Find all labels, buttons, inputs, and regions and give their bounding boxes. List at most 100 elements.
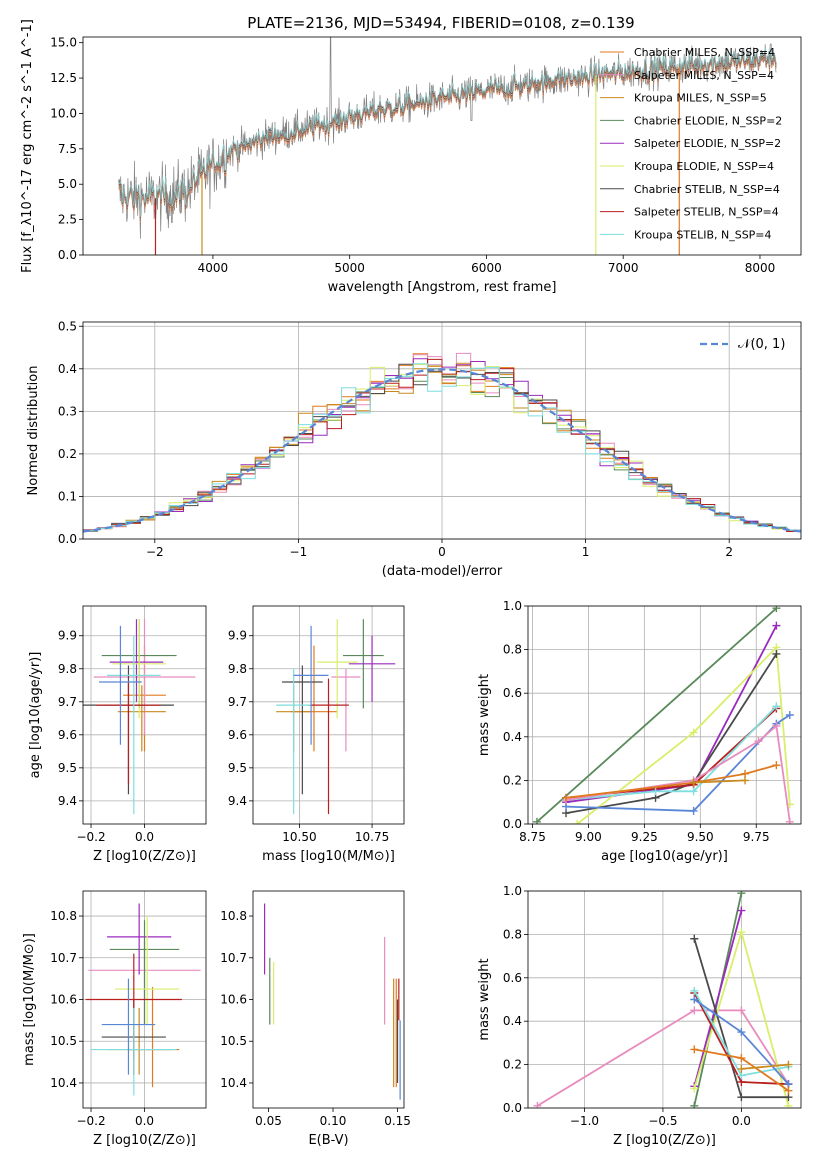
y-tick-label: 10.5 xyxy=(50,1034,77,1048)
axes-frame-rect xyxy=(252,890,405,1109)
y-tick-label: 9.6 xyxy=(228,728,247,742)
x-tick-label: 7000 xyxy=(608,261,639,275)
y-tick-label: 9.8 xyxy=(228,662,247,676)
y-tick-label: 0.0 xyxy=(58,248,77,262)
plot-area xyxy=(533,891,793,1108)
axes-frame: 10.50 10.75 9.4 9.5 9.6 9.7 9.8 9.9 mass [log10(… xyxy=(228,605,405,864)
x-tick-label: 0 xyxy=(438,545,446,559)
plot-area xyxy=(83,352,801,539)
y-axis-label: mass [log10(M/M⊙)] xyxy=(22,933,37,1066)
x-tick-label: 8.75 xyxy=(519,830,546,844)
weight-point-marker xyxy=(689,806,698,815)
axes-frame: 8.75 9.00 9.25 9.50 9.75 0.0 0.2 0.4 0.6 0.8 1.0 ag… xyxy=(477,599,802,864)
y-tick-label: 0.3 xyxy=(58,404,77,418)
x-axis-label: wavelength [Angstrom, rest frame] xyxy=(328,280,557,295)
weight-point-marker xyxy=(772,721,781,730)
age-vs-metallicity-panel: −0.2 0.0 9.4 9.5 9.6 9.7 9.8 9.9 Z [log10(Z/Z⊙)]… xyxy=(28,605,207,864)
weight-point-marker xyxy=(689,728,698,737)
x-tick-label: 5000 xyxy=(334,261,365,275)
weight-point-marker xyxy=(741,776,750,785)
y-tick-label: 10.7 xyxy=(50,951,77,965)
axes-frame-rect xyxy=(252,605,405,825)
x-tick-label: 4000 xyxy=(198,261,229,275)
x-tick-label: 9.25 xyxy=(631,830,658,844)
axes-frame: 0.05 0.10 0.15 10.4 10.5 10.6 10.7 10.8 E(B-V) xyxy=(220,890,411,1148)
x-tick-label: 0.0 xyxy=(135,1114,154,1128)
axes-frame-rect xyxy=(527,890,802,1109)
weight-series-kroupa_miles xyxy=(741,1063,789,1070)
weight-point-marker xyxy=(562,793,571,802)
weight-point-marker xyxy=(737,1064,746,1073)
y-tick-label: 0.0 xyxy=(58,532,77,546)
plot-area xyxy=(118,37,777,255)
normal-pdf-curve xyxy=(83,368,801,533)
x-axis-label: Z [log10(Z/Z⊙)] xyxy=(613,1133,716,1148)
x-axis-label: age [log10(age/yr)] xyxy=(601,849,728,864)
legend-label: Kroupa STELIB, N_SSP=4 xyxy=(634,228,772,241)
y-tick-label: 0.6 xyxy=(503,971,522,985)
y-tick-label: 9.4 xyxy=(58,794,77,808)
y-tick-label: 10.4 xyxy=(50,1076,77,1090)
y-tick-label: 7.5 xyxy=(58,142,77,156)
x-tick-label: 10.50 xyxy=(282,830,316,844)
weight-point-marker xyxy=(690,986,699,995)
plot-area xyxy=(276,619,396,815)
y-axis-label: mass weight xyxy=(477,958,492,1040)
axes-frame: −0.2 0.0 9.4 9.5 9.6 9.7 9.8 9.9 Z [log10(Z/Z⊙)]… xyxy=(28,605,207,864)
weight-point-marker xyxy=(737,1006,746,1015)
weight-point-marker xyxy=(784,1060,793,1069)
y-tick-label: 15.0 xyxy=(50,36,77,50)
legend-label: Salpeter ELODIE, N_SSP=2 xyxy=(634,137,781,150)
weight-point-marker xyxy=(737,1028,746,1037)
x-axis-label: Z [log10(Z/Z⊙)] xyxy=(93,1133,196,1148)
x-tick-label: 0.15 xyxy=(384,1114,411,1128)
y-tick-label: 0.6 xyxy=(503,686,522,700)
y-axis-label: Flux [f_λ10^-17 erg cm^-2 s^-1 A^-1] xyxy=(20,19,35,273)
weight-point-marker xyxy=(532,817,541,824)
y-tick-label: 0.2 xyxy=(503,773,522,787)
y-tick-label: 9.4 xyxy=(228,794,247,808)
legend-label: Salpeter MILES, N_SSP=4 xyxy=(634,69,774,82)
weight-series-chabrier_miles xyxy=(565,764,777,799)
weight-point-marker xyxy=(754,737,763,746)
legend-label: Chabrier MILES, N_SSP=4 xyxy=(634,46,775,59)
legend-label: Chabrier STELIB, N_SSP=4 xyxy=(634,183,780,196)
y-tick-label: 0.0 xyxy=(503,1101,522,1115)
x-tick-label: 0.0 xyxy=(135,830,154,844)
weight-series-salpeter_elodie xyxy=(693,910,743,1087)
x-axis-label: (data-model)/error xyxy=(382,564,503,579)
weight-point-marker xyxy=(772,761,781,770)
y-tick-label: 10.8 xyxy=(220,909,247,923)
weight-point-marker xyxy=(785,711,794,719)
x-tick-label: −0.5 xyxy=(648,1114,677,1128)
weight-point-marker xyxy=(689,778,698,787)
plot-area xyxy=(83,619,196,815)
y-axis-label: mass weight xyxy=(477,674,492,756)
y-axis-label: age [log10(age/yr)] xyxy=(28,652,43,779)
x-tick-label: 0.05 xyxy=(255,1114,282,1128)
y-tick-label: 2.5 xyxy=(58,213,77,227)
weight-series-kroupa_miles xyxy=(693,779,746,784)
x-tick-label: −1 xyxy=(290,545,308,559)
y-tick-label: 0.0 xyxy=(503,817,522,831)
y-tick-label: 0.2 xyxy=(58,447,77,461)
axes-frame: −0.2 0.0 10.4 10.5 10.6 10.7 10.8 Z [log10(Z/Z⊙… xyxy=(22,890,207,1148)
weight-series-chabrier_stelib xyxy=(565,653,778,814)
x-tick-label: 9.50 xyxy=(687,830,714,844)
y-tick-label: 0.4 xyxy=(503,730,522,744)
y-tick-label: 1.0 xyxy=(503,884,522,898)
mass-vs-ebv-panel: 0.05 0.10 0.15 10.4 10.5 10.6 10.7 10.8 E(B-V) xyxy=(220,890,411,1148)
y-tick-label: 9.5 xyxy=(58,761,77,775)
y-tick-label: 0.8 xyxy=(503,643,522,657)
weight-vs-age-panel: 8.75 9.00 9.25 9.50 9.75 0.0 0.2 0.4 0.6 0.8 1.0 ag… xyxy=(477,599,802,864)
y-tick-label: 0.4 xyxy=(58,362,77,376)
weight-point-marker xyxy=(689,787,698,796)
weight-point-marker xyxy=(737,906,746,915)
y-tick-label: 12.5 xyxy=(50,71,77,85)
figure-title: PLATE=2136, MJD=53494, FIBERID=0108, z=0… xyxy=(247,14,634,32)
legend-label: Chabrier ELODIE, N_SSP=2 xyxy=(634,114,782,127)
model-spectrum-kroupa_stelib xyxy=(118,47,777,218)
weight-point-marker xyxy=(690,995,699,1004)
y-tick-label: 10.6 xyxy=(220,993,247,1007)
y-tick-label: 0.4 xyxy=(503,1014,522,1028)
